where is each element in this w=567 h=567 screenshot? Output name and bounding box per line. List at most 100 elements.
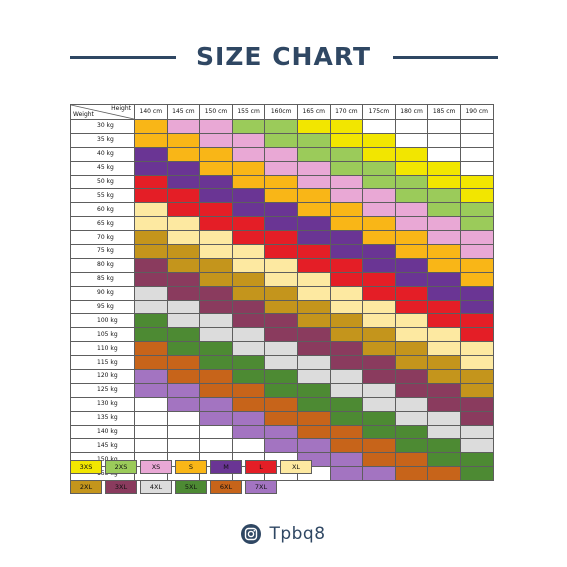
title-rule-left <box>70 56 176 59</box>
size-cell <box>394 410 429 426</box>
size-cell <box>199 230 233 246</box>
size-cell <box>427 271 461 287</box>
size-cell <box>231 244 266 259</box>
size-cell <box>296 244 331 259</box>
weight-label: 90 kg <box>70 285 135 301</box>
size-cell <box>296 327 331 343</box>
size-cell <box>264 146 298 162</box>
size-cell <box>459 396 494 412</box>
size-cell <box>329 160 364 176</box>
size-cell <box>231 341 266 357</box>
size-cell <box>264 424 298 440</box>
size-cell <box>264 382 298 398</box>
size-cell <box>231 438 266 454</box>
size-cell <box>296 119 331 134</box>
size-chart-table: Height Weight 140 cm 145 cm 150 cm 155 cm 16… <box>70 104 494 482</box>
size-cell <box>199 146 233 162</box>
size-cell <box>394 202 429 218</box>
legend-swatch: 4XL <box>140 480 172 494</box>
size-cell <box>362 424 396 440</box>
size-cell <box>231 396 266 412</box>
size-cell <box>264 285 298 301</box>
size-cell <box>362 188 396 204</box>
size-cell <box>394 313 429 329</box>
size-cell <box>427 202 461 218</box>
size-cell <box>264 188 298 204</box>
height-header-cell: 145 cm <box>166 104 201 120</box>
size-cell <box>329 188 364 204</box>
size-cell <box>427 452 461 468</box>
size-cell <box>427 341 461 357</box>
size-cell <box>329 466 364 482</box>
size-cell <box>134 216 168 232</box>
weight-label: 50 kg <box>70 174 135 190</box>
size-cell <box>459 355 494 371</box>
size-cell <box>329 285 364 301</box>
legend-swatch: 3XS <box>70 460 102 474</box>
size-cell <box>296 299 331 315</box>
weight-label: 125 kg <box>70 382 135 398</box>
size-cell <box>362 160 396 176</box>
size-cell <box>394 257 429 273</box>
size-cell <box>329 244 364 259</box>
size-cell <box>264 160 298 176</box>
size-cell <box>394 285 429 301</box>
height-header-cell: 155 cm <box>231 104 266 120</box>
size-cell <box>166 271 201 287</box>
size-cell <box>296 257 331 273</box>
size-cell <box>264 230 298 246</box>
size-cell <box>427 327 461 343</box>
size-cell <box>166 216 201 232</box>
weight-row: 90 kg <box>70 285 494 301</box>
size-cell <box>296 285 331 301</box>
size-legend: 3XS 2XS XS S M L XL 2XL 3XL 4XL 5XL 6XL 7XL <box>70 460 312 500</box>
size-cell <box>362 382 396 398</box>
weight-row: 140 kg <box>70 424 494 440</box>
size-cell <box>427 146 461 162</box>
height-header-cell: 175cm <box>362 104 396 120</box>
size-cell <box>199 355 233 371</box>
size-cell <box>362 119 396 134</box>
size-cell <box>394 119 429 134</box>
size-cell <box>264 396 298 412</box>
size-cell <box>231 119 266 134</box>
size-cell <box>231 257 266 273</box>
weight-row: 135 kg <box>70 410 494 426</box>
size-cell <box>166 424 201 440</box>
size-cell <box>329 216 364 232</box>
weight-row: 80 kg <box>70 257 494 273</box>
size-cell <box>134 341 168 357</box>
size-cell <box>166 327 201 343</box>
size-cell <box>427 119 461 134</box>
size-cell <box>199 396 233 412</box>
size-cell <box>362 174 396 190</box>
size-cell <box>134 119 168 134</box>
size-cell <box>134 271 168 287</box>
weight-row: 85 kg <box>70 271 494 287</box>
size-cell <box>134 438 168 454</box>
size-cell <box>199 285 233 301</box>
size-cell <box>459 244 494 259</box>
size-cell <box>166 438 201 454</box>
size-cell <box>394 355 429 371</box>
size-cell <box>427 299 461 315</box>
size-cell <box>329 119 364 134</box>
legend-swatch: M <box>210 460 242 474</box>
legend-swatch: L <box>245 460 277 474</box>
weight-label: 45 kg <box>70 160 135 176</box>
size-cell <box>199 202 233 218</box>
size-cell <box>296 174 331 190</box>
size-cell <box>231 382 266 398</box>
size-cell <box>459 188 494 204</box>
size-cell <box>231 285 266 301</box>
size-cell <box>134 230 168 246</box>
size-cell <box>296 271 331 287</box>
size-cell <box>296 382 331 398</box>
size-cell <box>427 313 461 329</box>
height-header-cell: 190 cm <box>459 104 494 120</box>
size-cell <box>134 132 168 148</box>
size-cell <box>199 424 233 440</box>
weight-row: 70 kg <box>70 230 494 246</box>
size-cell <box>264 410 298 426</box>
size-cell <box>166 285 201 301</box>
